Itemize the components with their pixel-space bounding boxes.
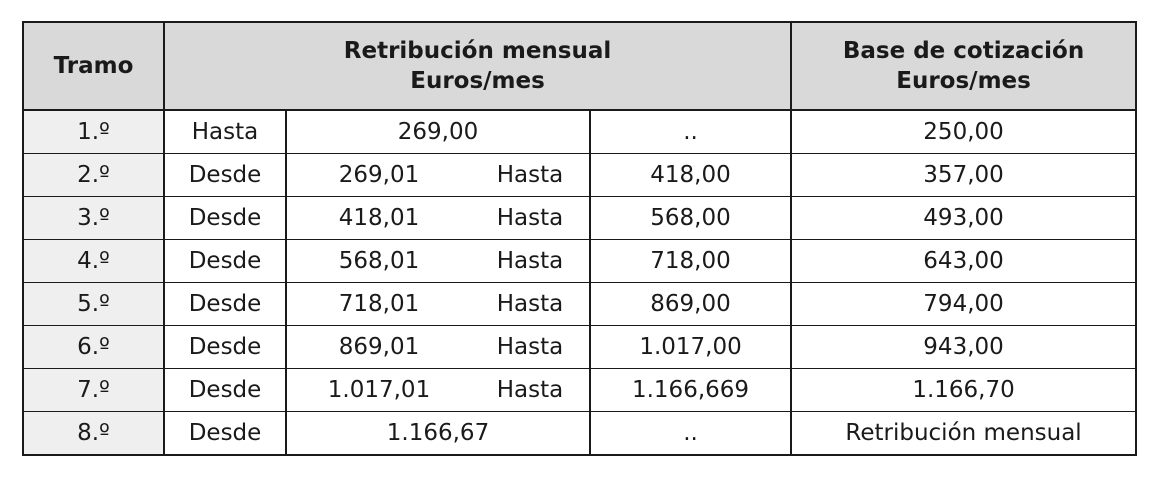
hasta-label-cell: Hasta [471, 282, 591, 326]
header-retribucion-line2: Euros/mes [410, 68, 545, 94]
desde-label-cell: Desde [163, 239, 287, 283]
base-cell: 943,00 [790, 325, 1138, 369]
hasta-value-cell: .. [588, 411, 793, 456]
table-row: 3.º Desde 418,01 Hasta 568,00 493,00 [22, 196, 1138, 240]
table-row: 5.º Desde 718,01 Hasta 869,00 794,00 [22, 282, 1138, 326]
desde-label-cell: Desde [163, 153, 287, 197]
header-base-line1: Base de cotización [842, 38, 1085, 64]
base-cell: Retribución mensual [790, 411, 1138, 456]
tramo-cell: 4.º [22, 239, 165, 283]
hasta-value-cell: .. [588, 109, 793, 154]
hasta-label-cell: Hasta [471, 325, 591, 369]
hasta-label-cell: Hasta [471, 196, 591, 240]
table-row: 4.º Desde 568,01 Hasta 718,00 643,00 [22, 239, 1138, 283]
table-row: 1.º Hasta 269,00 .. 250,00 [22, 109, 1138, 154]
header-retribucion-line1: Retribución mensual [343, 38, 612, 64]
desde-label-cell: Desde [163, 282, 287, 326]
tramo-cell: 1.º [22, 109, 165, 154]
desde-value-cell: 568,01 [285, 239, 471, 283]
base-cell: 250,00 [790, 109, 1138, 154]
base-cell: 357,00 [790, 153, 1138, 197]
base-cell: 493,00 [790, 196, 1138, 240]
header-base: Base de cotización Euros/mes [790, 21, 1138, 111]
table-row: 8.º Desde 1.166,67 .. Retribución mensua… [22, 411, 1138, 456]
desde-value-cell: 269,01 [285, 153, 471, 197]
desde-value-cell: 418,01 [285, 196, 471, 240]
hasta-value-cell: 1.166,669 [588, 368, 793, 412]
hasta-value-cell: 869,00 [588, 282, 793, 326]
hasta-value-cell: 568,00 [588, 196, 793, 240]
header-base-line2: Euros/mes [896, 68, 1031, 94]
base-cell: 1.166,70 [790, 368, 1138, 412]
desde-label-cell: Desde [163, 196, 287, 240]
tramos-table: Tramo Retribución mensual Euros/mes Base… [22, 21, 1138, 456]
desde-value-cell: 718,01 [285, 282, 471, 326]
desde-label-cell: Desde [163, 325, 287, 369]
tramo-cell: 3.º [22, 196, 165, 240]
hasta-value-cell: 418,00 [588, 153, 793, 197]
desde-label-cell: Desde [163, 411, 287, 456]
tramo-cell: 6.º [22, 325, 165, 369]
table-row: 7.º Desde 1.017,01 Hasta 1.166,669 1.166… [22, 368, 1138, 412]
base-cell: 643,00 [790, 239, 1138, 283]
tramo-cell: 5.º [22, 282, 165, 326]
desde-value-cell: 1.017,01 [285, 368, 471, 412]
table-row: 6.º Desde 869,01 Hasta 1.017,00 943,00 [22, 325, 1138, 369]
desde-value-cell: 269,00 [285, 109, 590, 154]
desde-value-cell: 869,01 [285, 325, 471, 369]
desde-value-cell: 1.166,67 [285, 411, 590, 456]
header-retribucion: Retribución mensual Euros/mes [162, 21, 793, 111]
tramo-cell: 2.º [22, 153, 165, 197]
hasta-label-cell: Hasta [471, 153, 591, 197]
hasta-label-cell: Hasta [471, 368, 591, 412]
base-cell: 794,00 [790, 282, 1138, 326]
table-row: 2.º Desde 269,01 Hasta 418,00 357,00 [22, 153, 1138, 197]
hasta-label-cell: Hasta [471, 239, 591, 283]
hasta-value-cell: 1.017,00 [588, 325, 793, 369]
desde-label-cell: Hasta [163, 109, 287, 154]
table-header-row: Tramo Retribución mensual Euros/mes Base… [22, 21, 1138, 111]
tramo-cell: 8.º [22, 411, 165, 456]
tramo-cell: 7.º [22, 368, 165, 412]
hasta-value-cell: 718,00 [588, 239, 793, 283]
desde-label-cell: Desde [163, 368, 287, 412]
header-tramo: Tramo [22, 21, 165, 111]
